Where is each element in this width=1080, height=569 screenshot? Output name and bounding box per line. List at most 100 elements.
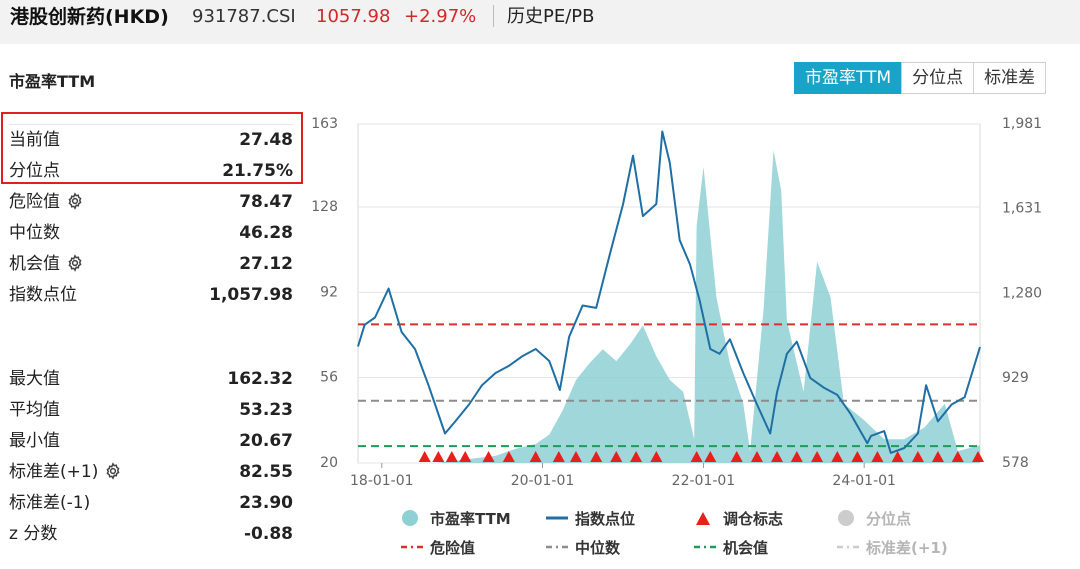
stat-label: 分位点 [9,156,60,186]
gear-icon[interactable] [66,252,84,282]
stat-label-text: 机会值 [9,254,60,274]
stat-row: 标准差(+1) 82.55 [9,457,293,487]
stat-label: 标准差(+1) [9,457,122,490]
y-right-tick-label: 578 [1002,455,1029,471]
index-level-line [357,130,981,454]
tab-percentile[interactable]: 分位点 [901,62,975,94]
legend-dot-icon [400,508,420,532]
stat-label: 最大值 [9,364,60,394]
stat-value: 82.55 [239,462,293,482]
y-left-tick-label: 163 [311,116,338,132]
stat-label-text: 标准差(+1) [9,462,99,482]
stat-row: 最大值 162.32 [9,364,293,394]
stat-label-text: 标准差(-1) [9,493,91,513]
legend-label[interactable]: 机会值 [723,539,769,557]
rebalance-marker [445,451,458,462]
rebalance-marker [730,451,743,462]
y-left-tick-label: 56 [320,370,338,386]
stat-label-text: 危险值 [9,192,60,212]
stat-value: 20.67 [239,431,293,451]
legend-dash-icon [545,537,571,561]
stat-value: 53.23 [239,400,293,420]
stat-label: 当前值 [9,125,60,155]
history-pe-pb-link[interactable]: 历史PE/PB [507,6,595,27]
rebalance-marker [891,451,904,462]
x-tick-label: 18-01-01 [350,473,414,489]
stat-value: 27.12 [239,254,293,274]
tab-pe-ttm[interactable]: 市盈率TTM [794,62,903,94]
rebalance-marker [459,451,472,462]
rebalance-marker [630,451,643,462]
rebalance-marker [502,451,515,462]
rebalance-marker [569,451,582,462]
stat-label-text: 指数点位 [9,285,77,305]
y-right-tick-label: 1,631 [1002,201,1042,217]
rebalance-marker [831,451,844,462]
metric-tabs: 市盈率TTM 分位点 标准差 [794,62,1047,94]
gear-icon[interactable] [104,460,122,490]
y-right-tick-label: 1,981 [1002,116,1042,132]
stat-label-text: 分位点 [9,161,60,181]
rebalance-marker [972,451,985,462]
legend-line-icon [545,508,569,532]
stat-value: 78.47 [239,192,293,212]
legend-label[interactable]: 市盈率TTM [430,510,511,528]
legend-dash-icon [400,537,426,561]
stat-label-text: z 分数 [9,524,58,544]
stat-value: 1,057.98 [209,285,293,305]
stat-value: -0.88 [244,524,293,544]
rebalance-marker [911,451,924,462]
stat-row: 中位数 46.28 [9,218,293,248]
y-left-tick-label: 92 [320,284,338,300]
stat-row: 分位点 21.75% [9,156,293,186]
stat-row: z 分数 -0.88 [9,519,293,549]
section-title: 市盈率TTM [9,72,96,91]
index-change: +2.97% [404,6,477,27]
plot-frame [357,123,981,464]
legend-label[interactable]: 分位点 [866,510,912,528]
stat-label: 最小值 [9,426,60,456]
index-price: 1057.98 [316,6,391,27]
rebalance-marker [704,451,717,462]
legend-dash-icon [693,537,719,561]
rebalance-marker [770,451,783,462]
stat-label: 平均值 [9,395,60,425]
rebalance-marker [790,451,803,462]
stat-row: 平均值 53.23 [9,395,293,425]
legend-label[interactable]: 中位数 [575,539,621,557]
stat-row: 当前值 27.48 [9,125,293,155]
stat-row: 危险值 78.47 [9,187,293,217]
stat-label: 指数点位 [9,280,77,310]
stat-value: 46.28 [239,223,293,243]
stat-row: 指数点位 1,057.98 [9,280,293,310]
stat-label: 危险值 [9,187,84,220]
stat-row: 标准差(-1) 23.90 [9,488,293,518]
stat-label-text: 中位数 [9,223,60,243]
x-tick-label: 20-01-01 [511,473,575,489]
rebalance-marker [851,451,864,462]
tab-std-dev[interactable]: 标准差 [973,62,1047,94]
legend-label[interactable]: 指数点位 [575,510,636,528]
rebalance-marker [951,451,964,462]
rebalance-marker [871,451,884,462]
legend-label[interactable]: 标准差(+1) [866,539,948,557]
legend-dot-icon [836,508,856,532]
stat-label-text: 最大值 [9,369,60,389]
legend-label[interactable]: 危险值 [430,539,476,557]
rebalance-marker [690,451,703,462]
index-name: 港股创新药(HKD) [10,6,169,28]
gear-icon[interactable] [66,190,84,220]
header-bar: 港股创新药(HKD) 931787.CSI 1057.98 +2.97% 历史P… [0,0,1080,44]
stat-row: 最小值 20.67 [9,426,293,456]
y-right-tick-label: 929 [1002,370,1029,386]
stat-label-text: 平均值 [9,400,60,420]
rebalance-marker [552,451,565,462]
index-code: 931787.CSI [192,6,296,27]
y-left-tick-label: 20 [320,455,338,471]
stat-label: 中位数 [9,218,60,248]
legend-triangle-icon [693,508,713,532]
legend-label[interactable]: 调仓标志 [723,510,784,528]
legend-dash-icon [836,537,862,561]
rebalance-marker [931,451,944,462]
y-right-tick-label: 1,280 [1002,285,1042,301]
